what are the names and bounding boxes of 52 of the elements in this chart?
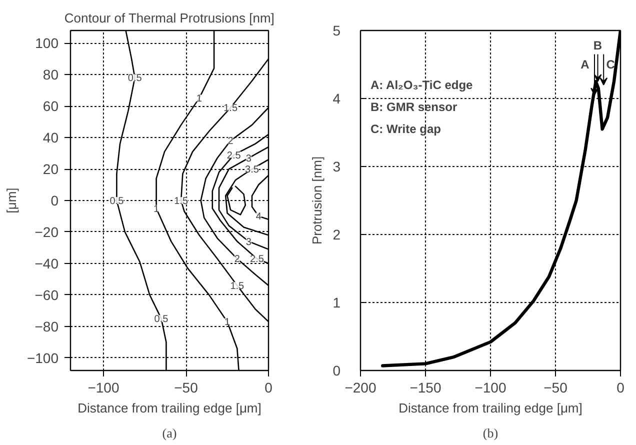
- x-tick-label: 0: [616, 380, 625, 396]
- y-tick-label: −60: [34, 286, 59, 303]
- series-label: 3: [246, 154, 252, 164]
- y-tick-label: −80: [34, 318, 59, 334]
- text: 3: [246, 236, 252, 248]
- y-tick-label: 4: [332, 90, 341, 106]
- text: 0.5: [110, 196, 124, 207]
- text: 2: [234, 254, 240, 266]
- text: 1: [224, 317, 230, 328]
- y-axis-title: [μm]: [4, 188, 19, 214]
- y-tick-label: 20: [42, 161, 59, 178]
- y-tick-label: 0: [50, 192, 59, 208]
- y-tick-label: −40: [34, 255, 59, 272]
- y-axis-title: Protrusion [nm]: [310, 156, 325, 245]
- annotation: B: GMR sensor: [370, 100, 458, 114]
- y-tick-label: 80: [42, 66, 59, 83]
- annotation: A: Al₂O₃-TiC edge: [370, 78, 474, 92]
- x-axis-title: Distance from trailing edge [μm]: [78, 400, 262, 416]
- x-tick-label: −150: [410, 380, 442, 396]
- text: (a): [162, 426, 177, 440]
- x-tick-label: −100: [474, 380, 506, 396]
- annotation: A: [580, 58, 590, 72]
- x-tick-label: −100: [88, 380, 120, 396]
- chart-title: Contour of Thermal Protrusions [nm]: [64, 10, 274, 26]
- text: (b): [482, 426, 498, 440]
- y-tick-label: 1: [332, 294, 341, 310]
- x-tick-label: 0: [264, 380, 273, 396]
- y-tick-label: −20: [34, 224, 59, 240]
- y-tick-label: 2: [332, 226, 341, 242]
- x-tick-label: −200: [344, 380, 376, 396]
- series-label: 1.5: [224, 103, 238, 114]
- y-tick-label: 5: [332, 22, 341, 38]
- annotation: C: [606, 58, 616, 72]
- y-tick-label: 100: [35, 35, 59, 52]
- text: 1.5: [174, 196, 188, 207]
- y-tick-label: −100: [26, 350, 59, 366]
- series-label: 4: [256, 212, 262, 223]
- series-label: 1: [196, 94, 202, 105]
- series-label: 0.5: [128, 73, 142, 84]
- y-tick-label: 60: [42, 98, 59, 114]
- text: 1.5: [230, 281, 244, 292]
- y-tick-label: 40: [42, 130, 59, 146]
- x-axis-title: Distance from trailing edge [μm]: [398, 400, 582, 416]
- text: 0.5: [154, 314, 168, 326]
- y-tick-label: 0: [332, 362, 341, 378]
- annotation: B: [593, 38, 602, 53]
- y-tick-label: 3: [332, 158, 341, 174]
- x-tick-label: −50: [544, 380, 568, 396]
- x-tick-label: −50: [174, 380, 198, 396]
- text: 1: [154, 204, 160, 215]
- series-label: 2: [228, 136, 234, 148]
- annotation: C: Write gap: [370, 122, 441, 136]
